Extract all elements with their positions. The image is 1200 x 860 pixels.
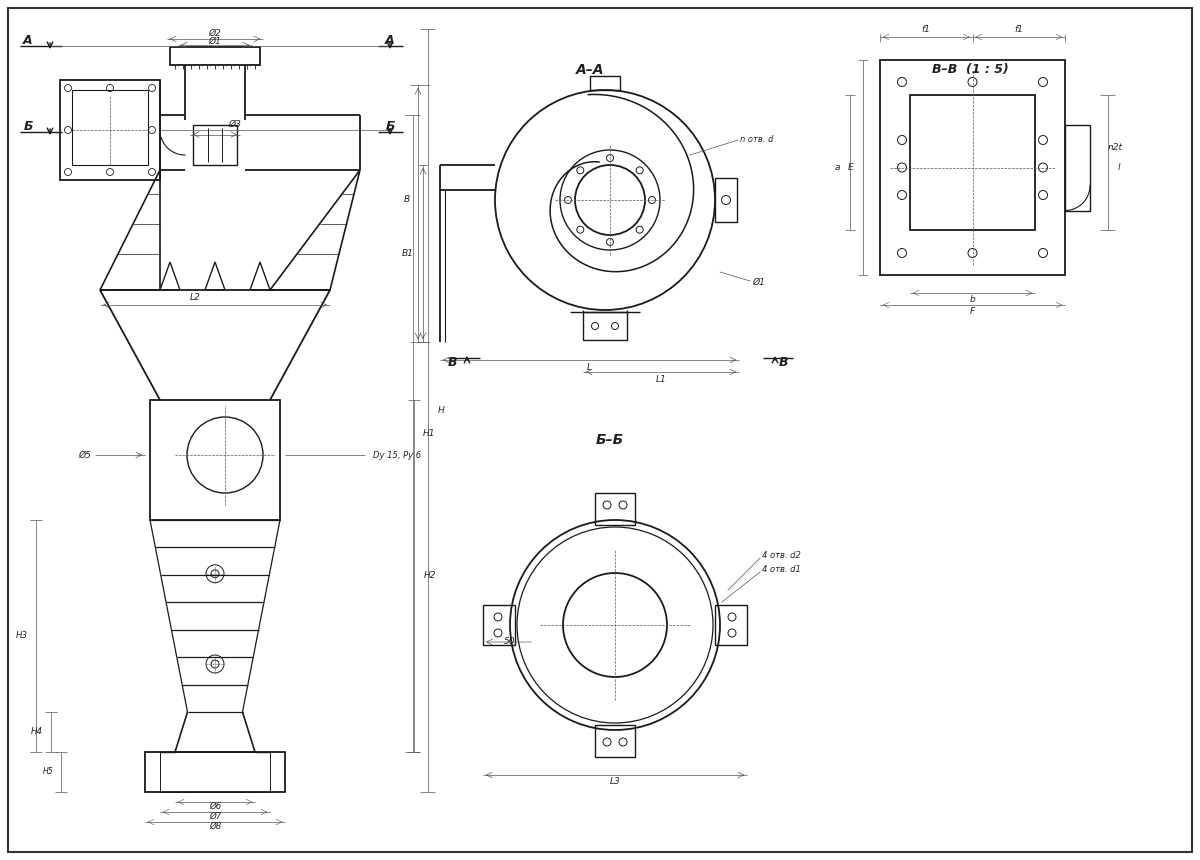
Bar	[150, 400, 280, 520]
Text: H: H	[438, 406, 445, 415]
Text: B: B	[404, 195, 410, 205]
Bar	[160, 752, 270, 792]
Text: H1: H1	[424, 429, 436, 438]
Bar	[595, 725, 635, 757]
Text: Ø3: Ø3	[228, 120, 241, 129]
Text: n2t: n2t	[1108, 143, 1122, 152]
Bar	[72, 90, 148, 165]
Text: Ø6: Ø6	[209, 802, 221, 810]
Text: L3: L3	[610, 777, 620, 787]
Text: L1: L1	[655, 374, 666, 384]
Text: H3: H3	[16, 631, 28, 641]
Bar	[1066, 125, 1090, 211]
Bar	[482, 605, 515, 645]
Text: F: F	[970, 308, 976, 316]
Text: Б: Б	[385, 120, 395, 132]
Text: f1: f1	[1014, 24, 1024, 34]
Bar	[590, 76, 620, 90]
Text: Б: Б	[23, 120, 32, 132]
Text: В: В	[448, 355, 457, 368]
Bar	[595, 493, 635, 525]
Text: Ø7: Ø7	[209, 812, 221, 820]
Text: B1: B1	[402, 249, 414, 258]
Text: А: А	[385, 34, 395, 46]
Text: Б–Б: Б–Б	[596, 433, 624, 447]
Text: 50: 50	[504, 637, 516, 647]
Text: H2: H2	[424, 572, 437, 580]
Text: f1: f1	[922, 24, 931, 34]
Bar	[583, 312, 628, 340]
Text: E: E	[847, 163, 853, 172]
Text: В: В	[779, 355, 787, 368]
Text: В–В  (1 : 5): В–В (1 : 5)	[931, 64, 1008, 77]
Text: А–А: А–А	[576, 63, 605, 77]
Text: l: l	[1118, 163, 1121, 172]
Bar	[145, 752, 286, 792]
Text: Ø8: Ø8	[209, 821, 221, 831]
Text: 4 отв. d1: 4 отв. d1	[762, 566, 800, 574]
Bar	[715, 605, 746, 645]
Text: a: a	[834, 163, 840, 172]
Text: А: А	[23, 34, 32, 46]
Text: Dy 15, Ру 6: Dy 15, Ру 6	[373, 451, 421, 459]
Text: L: L	[587, 363, 592, 372]
Text: Ø5: Ø5	[78, 451, 91, 459]
Bar	[880, 60, 1066, 275]
Text: Ø2: Ø2	[209, 28, 222, 38]
Bar	[715, 178, 737, 222]
Text: 4 отв. d2: 4 отв. d2	[762, 550, 800, 560]
Text: H4: H4	[31, 728, 43, 736]
Bar	[170, 47, 260, 65]
Text: H5: H5	[42, 767, 53, 777]
Bar	[193, 125, 238, 165]
Text: Ø1: Ø1	[209, 36, 222, 46]
Bar	[910, 95, 1034, 230]
Text: L2: L2	[190, 292, 200, 302]
Bar	[60, 80, 160, 180]
Text: Ø1: Ø1	[752, 278, 764, 286]
Text: b: b	[970, 296, 976, 304]
Text: n отв. d: n отв. d	[740, 136, 773, 144]
